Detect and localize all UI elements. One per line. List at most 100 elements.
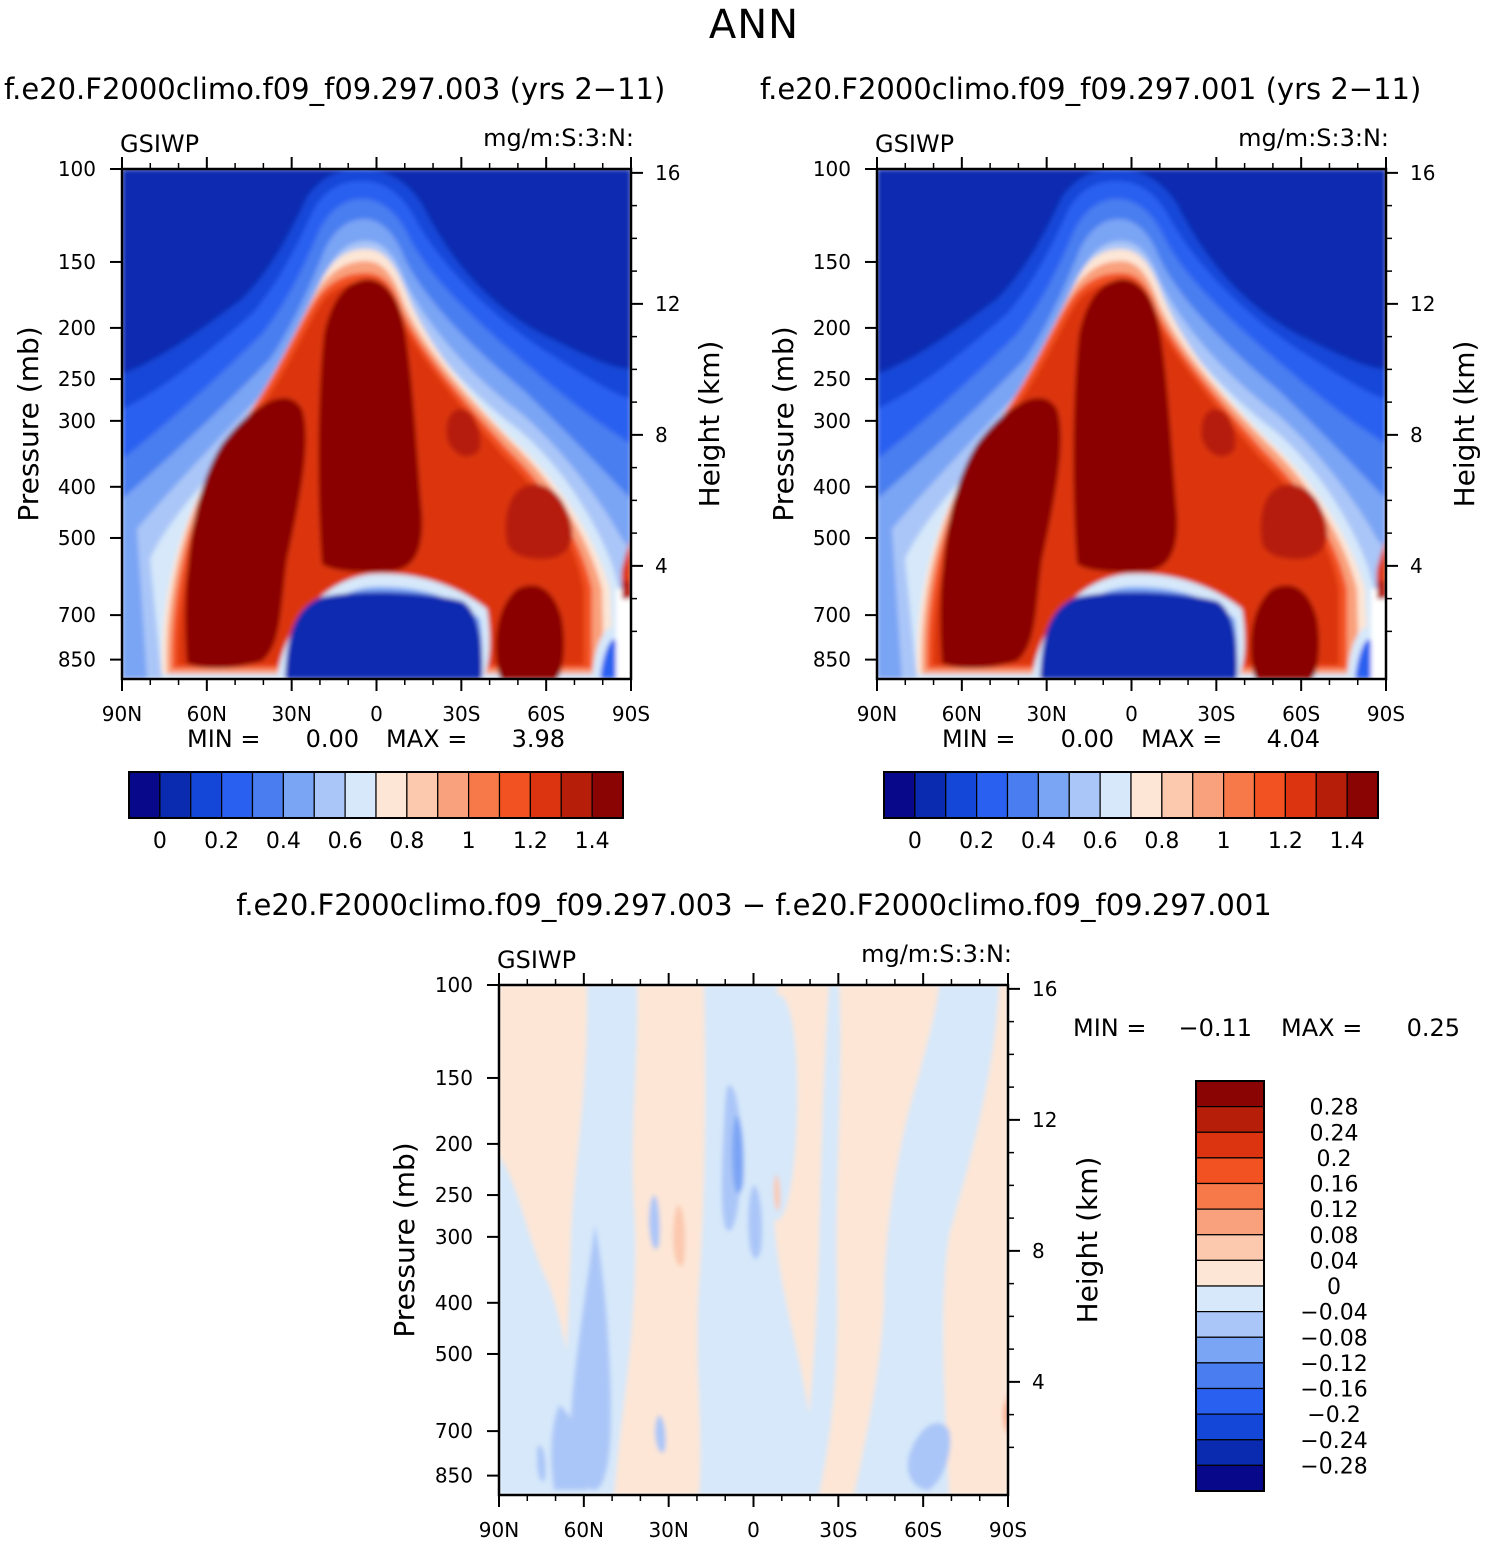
panel3-x-tick-label: 90N — [479, 1518, 519, 1542]
panel1-y2-tick-label: 4 — [655, 554, 668, 578]
panel2-colorbar-label: 1.2 — [1268, 829, 1303, 854]
panel2-colorbar-swatch — [883, 771, 916, 819]
panel2-ylabel: Pressure (mb) — [767, 326, 800, 521]
panel3-colorbar-label: 0.28 — [1310, 1096, 1359, 1121]
panel2-y-tick-label: 500 — [813, 526, 851, 550]
panel1-colorbar-swatch — [529, 771, 562, 819]
panel2-colorbar-swatch — [1223, 771, 1256, 819]
panel2-y-tick-label: 700 — [813, 603, 851, 627]
panel1-y-tick-label: 150 — [58, 250, 96, 274]
panel3-y2label: Height (km) — [1071, 1157, 1104, 1324]
panel1-title: f.e20.F2000climo.f09_f09.297.003 (yrs 2−… — [4, 72, 666, 106]
panel3-colorbar-swatch — [1195, 1080, 1265, 1108]
panel2-max-value: 4.04 — [1267, 725, 1320, 753]
panel3-colorbar-swatch — [1195, 1106, 1265, 1133]
panel1-colorbar-swatch — [437, 771, 470, 819]
panel3-colorbar-label: −0.12 — [1300, 1352, 1367, 1377]
panel2-y2-tick-label: 4 — [1410, 554, 1423, 578]
panel2-colorbar-swatch — [945, 771, 978, 819]
panel3-y2-tick-label: 12 — [1032, 1108, 1057, 1132]
panel1-y-tick-label: 850 — [58, 648, 96, 672]
panel3-min-label: MIN = — [1073, 1014, 1146, 1042]
panel1-axes: 90N 60N 30N 0 30S 60S 90S 100 150 200 250 300 400 500… — [58, 157, 680, 726]
panel3-colorbar-label: 0.2 — [1317, 1147, 1352, 1172]
panel1-colorbar-label: 1 — [462, 829, 476, 854]
panel3-plot-area — [499, 985, 1008, 1495]
panel1-x-tick-label: 60S — [527, 702, 565, 726]
panel2-y2label: Height (km) — [1448, 341, 1481, 508]
panel1-units-label: mg/m:S:3:N: — [483, 124, 634, 152]
panel1-colorbar-swatch — [468, 771, 501, 819]
panel1-x-tick-label: 30S — [442, 702, 480, 726]
panel2-colorbar-swatch — [1315, 771, 1348, 819]
panel1-colorbar-swatch — [190, 771, 223, 819]
panel3-y2-tick-label: 4 — [1032, 1370, 1045, 1394]
panel2-min-value: 0.00 — [1061, 725, 1114, 753]
panel2-y-tick-label: 100 — [813, 157, 851, 181]
panel2-units-label: mg/m:S:3:N: — [1238, 124, 1389, 152]
panel1-colorbar-swatch — [344, 771, 377, 819]
panel1-min-label: MIN = — [187, 725, 260, 753]
panel2-colorbar-swatch — [1284, 771, 1317, 819]
panel3-y2-tick-label: 8 — [1032, 1239, 1045, 1263]
panel1-colorbar-swatch — [406, 771, 439, 819]
panel2-plot-area — [877, 169, 1386, 679]
panel2-x-tick-label: 30S — [1197, 702, 1235, 726]
panel2-colorbar-swatch — [1192, 771, 1225, 819]
panel3-colorbar-swatch — [1195, 1182, 1265, 1210]
panel1-y-tick-label: 100 — [58, 157, 96, 181]
panel2-colorbar-label: 0.8 — [1144, 829, 1179, 854]
panel1-colorbar: 0 0.2 0.4 0.6 0.8 1 1.2 1.4 — [128, 771, 624, 854]
panel1-colorbar-swatch — [251, 771, 284, 819]
panel3-colorbar-label: 0 — [1327, 1275, 1341, 1300]
panel3-colorbar-label: −0.28 — [1300, 1454, 1367, 1479]
panel2-y-tick-label: 300 — [813, 409, 851, 433]
panel1-x-tick-label: 90N — [102, 702, 142, 726]
panel2-colorbar-swatch — [1161, 771, 1194, 819]
panel2-colorbar-swatch — [976, 771, 1009, 819]
panel2-colorbar-swatch — [1346, 771, 1379, 819]
panel3-y-tick-label: 400 — [435, 1291, 473, 1315]
panel2-y-tick-label: 150 — [813, 250, 851, 274]
panel3-colorbar-swatch — [1195, 1439, 1265, 1466]
panel3-y-tick-label: 300 — [435, 1225, 473, 1249]
panel1-y-tick-label: 500 — [58, 526, 96, 550]
panel2-contour-field — [877, 169, 1386, 679]
panel3-title: f.e20.F2000climo.f09_f09.297.003 − f.e20… — [236, 888, 1272, 922]
panel3-max-value: 0.25 — [1407, 1014, 1460, 1042]
panel1-max-value: 3.98 — [512, 725, 565, 753]
panel1-colorbar-swatch — [313, 771, 346, 819]
panel3-colorbar-swatch — [1195, 1413, 1265, 1441]
panel1-colorbar-label: 0 — [153, 829, 167, 854]
panel3-colorbar-label: −0.08 — [1300, 1326, 1367, 1351]
panel2-title: f.e20.F2000climo.f09_f09.297.001 (yrs 2−… — [760, 72, 1422, 106]
panel2-y-tick-label: 850 — [813, 648, 851, 672]
panel3-colorbar-frame — [1195, 1080, 1265, 1492]
panel1-y-tick-label: 250 — [58, 367, 96, 391]
panel2-x-tick-label: 60S — [1282, 702, 1320, 726]
panel1-variable-label: GSIWP — [120, 130, 199, 158]
panel3-colorbar-swatch — [1195, 1131, 1265, 1159]
panel2-axes: 90N 60N 30N 0 30S 60S 90S 100 150 200 250 300 400 500… — [813, 157, 1435, 726]
panel2-y2-tick-label: 8 — [1410, 423, 1423, 447]
panel3-y-tick-label: 700 — [435, 1419, 473, 1443]
panel1-y-tick-label: 700 — [58, 603, 96, 627]
panel3-colorbar-swatch — [1195, 1285, 1265, 1313]
panel1-colorbar-label: 1.4 — [575, 829, 610, 854]
panel3-variable-label: GSIWP — [497, 946, 576, 974]
panel2-y2-tick-label: 12 — [1410, 292, 1435, 316]
panel1-colorbar-swatch — [159, 771, 192, 819]
panel2-max-label: MAX = — [1141, 725, 1222, 753]
panel1-colorbar-label: 0.4 — [266, 829, 301, 854]
panel2-variable-label: GSIWP — [875, 130, 954, 158]
panel3-colorbar-label: 0.04 — [1310, 1249, 1359, 1274]
panel2-colorbar-label: 0.6 — [1083, 829, 1118, 854]
panel2-colorbar-swatch — [1130, 771, 1163, 819]
panel2-x-tick-label: 90N — [857, 702, 897, 726]
panel2-colorbar-swatch — [1253, 771, 1286, 819]
panel3-max-label: MAX = — [1281, 1014, 1362, 1042]
panel1-x-tick-label: 60N — [187, 702, 227, 726]
panel3-y-tick-label: 150 — [435, 1066, 473, 1090]
panel3-colorbar-label: 0.12 — [1310, 1198, 1359, 1223]
